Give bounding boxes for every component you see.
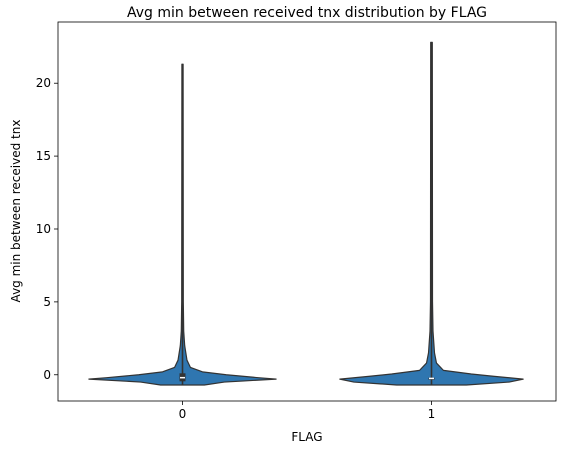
y-tick-label: 0: [43, 368, 51, 382]
x-axis-label: FLAG: [291, 430, 322, 444]
y-axis-ticks: 0 5 10 15 20: [36, 76, 58, 382]
x-tick-label: 1: [428, 407, 436, 421]
y-tick-label: 5: [43, 295, 51, 309]
y-tick-label: 20: [36, 76, 51, 90]
violins-layer: [88, 41, 524, 386]
y-axis-label: Avg min between received tnx: [9, 120, 23, 303]
plot-area: [58, 22, 556, 401]
y-tick-label: 10: [36, 222, 51, 236]
y-tick-label: 15: [36, 149, 51, 163]
x-tick-label: 0: [179, 407, 187, 421]
plot-frame: [57, 21, 557, 402]
chart-title: Avg min between received tnx distributio…: [127, 5, 487, 21]
